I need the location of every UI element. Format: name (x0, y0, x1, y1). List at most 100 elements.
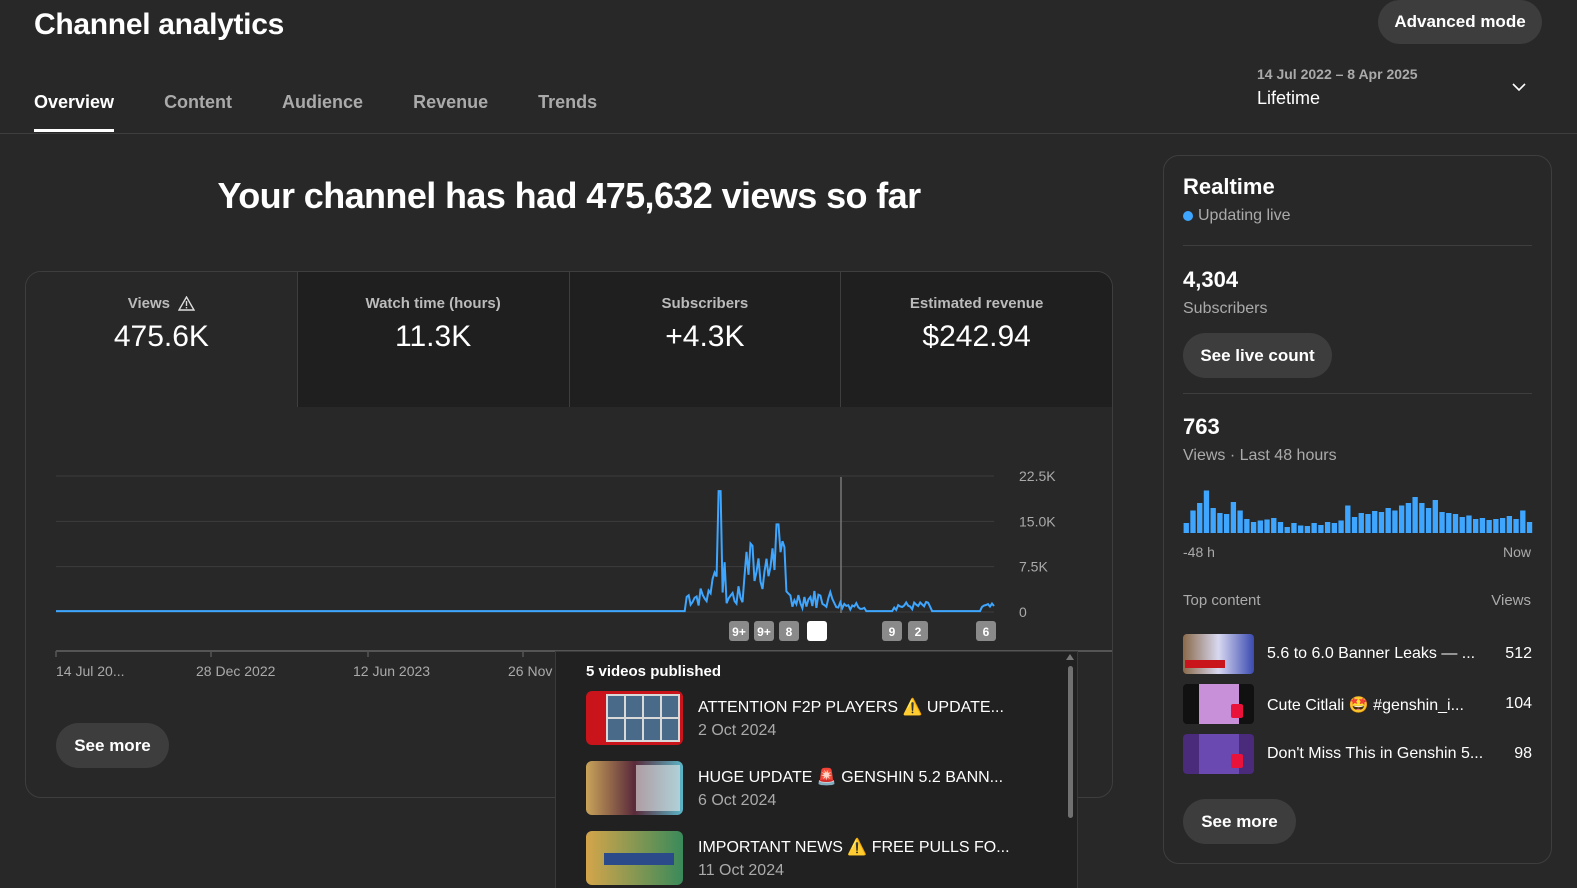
realtime-bar[interactable] (1432, 500, 1438, 533)
realtime-bar[interactable] (1520, 510, 1526, 534)
realtime-bar[interactable] (1277, 522, 1284, 533)
realtime-bar[interactable] (1250, 522, 1257, 533)
header: Channel analytics Advanced mode Overview… (0, 0, 1577, 134)
realtime-bar[interactable] (1291, 523, 1297, 533)
realtime-bar[interactable] (1452, 514, 1459, 533)
realtime-bar[interactable] (1425, 508, 1432, 533)
realtime-bar[interactable] (1210, 508, 1216, 533)
tab-revenue[interactable]: Revenue (413, 92, 489, 112)
realtime-bar[interactable] (1331, 523, 1338, 533)
metric-watch-time[interactable]: Watch time (hours) 11.3K (296, 272, 569, 407)
video-thumbnail (1183, 684, 1254, 724)
tab-trends[interactable]: Trends (538, 92, 598, 112)
upload-marker[interactable]: 2 (908, 621, 928, 641)
published-video-item[interactable]: ATTENTION F2P PLAYERS ⚠️ UPDATE... 2 Oct… (586, 691, 1056, 747)
realtime-bar[interactable] (1378, 512, 1385, 533)
top-content-see-more-button[interactable]: See more (1183, 799, 1296, 844)
date-range-selector[interactable]: 14 Jul 2022 – 8 Apr 2025 Lifetime (1257, 66, 1537, 116)
divider (1183, 393, 1532, 394)
see-more-button[interactable]: See more (56, 723, 169, 768)
realtime-bar[interactable] (1284, 527, 1290, 533)
realtime-bar[interactable] (1358, 513, 1364, 533)
top-content-title: Don't Miss This in Genshin 5... (1267, 745, 1484, 762)
metric-watch-time-label: Watch time (hours) (365, 295, 501, 312)
realtime-bar[interactable] (1466, 515, 1472, 534)
tab-audience[interactable]: Audience (282, 92, 364, 112)
realtime-bar[interactable] (1499, 518, 1506, 533)
realtime-bar[interactable] (1446, 513, 1452, 533)
metric-views[interactable]: Views 475.6K (26, 272, 297, 407)
svg-text:9+: 9+ (757, 625, 771, 639)
realtime-bar[interactable] (1217, 513, 1223, 533)
upload-marker[interactable]: 6 (976, 621, 996, 641)
popup-scrollbar[interactable] (1068, 666, 1073, 818)
realtime-bar[interactable] (1526, 522, 1533, 533)
realtime-bar[interactable] (1271, 518, 1277, 533)
realtime-bar[interactable] (1203, 490, 1210, 534)
tab-overview[interactable]: Overview (34, 92, 115, 132)
warning-icon[interactable] (178, 296, 195, 311)
tab-content[interactable]: Content (164, 92, 233, 112)
top-content-item[interactable]: Cute Citlali 🤩 #genshin_i... 104 (1183, 684, 1532, 726)
realtime-bar[interactable] (1412, 497, 1418, 533)
top-content-views: 98 (1514, 745, 1532, 762)
metric-revenue[interactable]: Estimated revenue $242.94 (840, 272, 1112, 407)
realtime-bar[interactable] (1230, 502, 1237, 533)
realtime-bar[interactable] (1237, 510, 1243, 534)
realtime-bar[interactable] (1311, 523, 1317, 533)
realtime-bar[interactable] (1473, 519, 1479, 533)
see-live-count-button[interactable]: See live count (1183, 333, 1332, 378)
video-thumbnail (1183, 634, 1254, 674)
video-title: ATTENTION F2P PLAYERS ⚠️ UPDATE... (698, 699, 1004, 716)
video-date: 6 Oct 2024 (698, 792, 777, 809)
realtime-bar[interactable] (1318, 525, 1324, 533)
top-content-item[interactable]: 5.6 to 6.0 Banner Leaks — ... 512 (1183, 634, 1532, 676)
realtime-bar[interactable] (1257, 520, 1263, 534)
realtime-bar[interactable] (1304, 526, 1311, 533)
advanced-mode-button[interactable]: Advanced mode (1378, 0, 1542, 44)
published-video-item[interactable]: IMPORTANT NEWS ⚠️ FREE PULLS FO... 11 Oc… (586, 831, 1056, 887)
realtime-views-count: 763 (1183, 414, 1220, 439)
realtime-subscribers-label: Subscribers (1183, 300, 1268, 317)
realtime-bar[interactable] (1365, 514, 1371, 533)
realtime-bar[interactable] (1298, 525, 1304, 534)
realtime-bar[interactable] (1244, 519, 1250, 533)
realtime-bar[interactable] (1392, 510, 1398, 534)
realtime-bar[interactable] (1223, 514, 1230, 533)
realtime-bar[interactable] (1338, 520, 1344, 534)
realtime-bar[interactable] (1398, 505, 1405, 534)
top-content-item[interactable]: Don't Miss This in Genshin 5... 98 (1183, 734, 1532, 776)
realtime-bar[interactable] (1493, 519, 1499, 533)
page-title: Channel analytics (34, 8, 284, 41)
realtime-bar[interactable] (1190, 510, 1196, 534)
realtime-bar[interactable] (1345, 505, 1351, 534)
realtime-bar[interactable] (1486, 520, 1492, 533)
realtime-bar[interactable] (1479, 518, 1486, 533)
upload-marker[interactable] (807, 621, 827, 641)
realtime-bar[interactable] (1183, 523, 1189, 533)
realtime-bar[interactable] (1459, 517, 1465, 533)
metric-views-label: Views (127, 295, 170, 312)
metric-subscribers[interactable]: Subscribers +4.3K (568, 272, 841, 407)
realtime-bar[interactable] (1513, 519, 1519, 533)
upload-marker[interactable]: 9+ (754, 621, 774, 641)
realtime-bar[interactable] (1506, 516, 1513, 533)
y-tick-label: 15.0K (1019, 513, 1056, 529)
realtime-views-bars[interactable] (1183, 481, 1533, 533)
realtime-bar[interactable] (1197, 503, 1203, 533)
realtime-bar[interactable] (1324, 522, 1331, 533)
realtime-bar[interactable] (1439, 512, 1445, 533)
realtime-axis-end: Now (1502, 544, 1531, 560)
upload-marker[interactable]: 9 (882, 621, 902, 641)
video-title: IMPORTANT NEWS ⚠️ FREE PULLS FO... (698, 839, 1010, 856)
published-video-item[interactable]: HUGE UPDATE 🚨 GENSHIN 5.2 BANN... 6 Oct … (586, 761, 1056, 817)
upload-marker[interactable]: 8 (779, 621, 799, 641)
realtime-bar[interactable] (1405, 503, 1412, 533)
realtime-bar[interactable] (1385, 508, 1391, 533)
upload-marker[interactable]: 9+ (729, 621, 749, 641)
scroll-up-icon[interactable] (1066, 654, 1074, 660)
realtime-bar[interactable] (1419, 503, 1425, 533)
realtime-bar[interactable] (1372, 511, 1378, 533)
realtime-bar[interactable] (1264, 519, 1270, 534)
realtime-bar[interactable] (1351, 517, 1358, 533)
